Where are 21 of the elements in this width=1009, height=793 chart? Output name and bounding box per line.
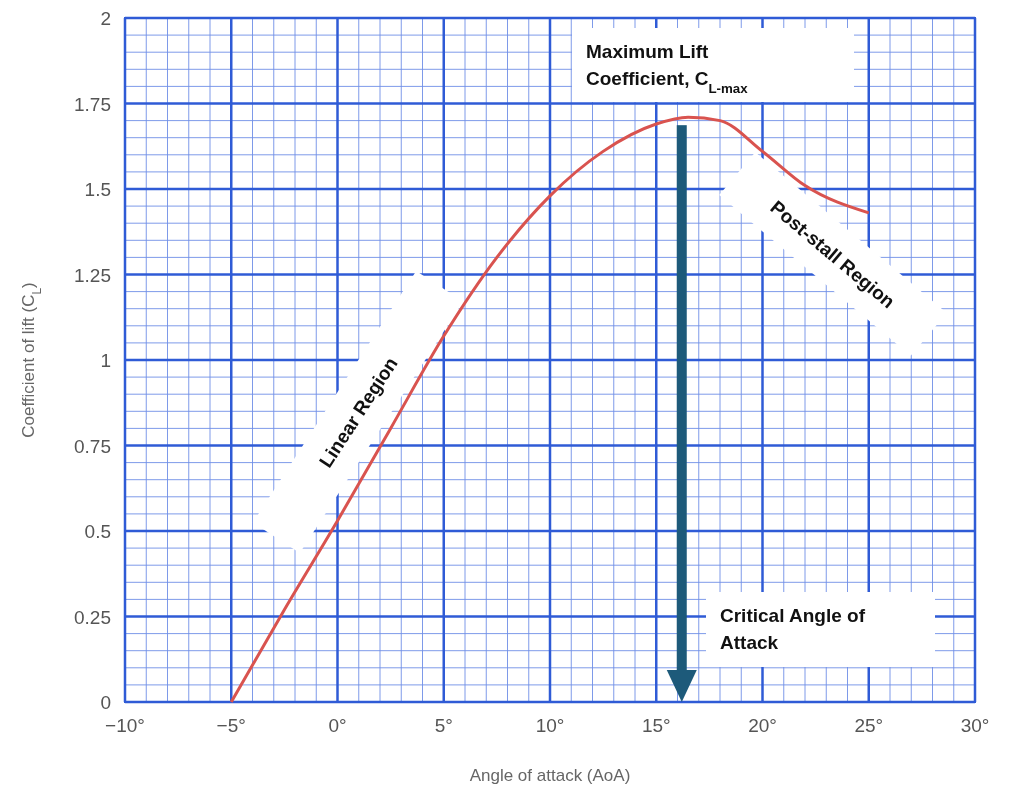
y-tick-label: 1.25 bbox=[74, 264, 111, 286]
y-tick-label: 0 bbox=[100, 692, 111, 713]
x-tick-label: −10° bbox=[105, 715, 145, 736]
x-axis-title: Angle of attack (AoA) bbox=[469, 766, 631, 785]
x-tick-label: −5° bbox=[216, 715, 246, 736]
x-tick-label: 30° bbox=[960, 715, 990, 736]
y-tick-label: 0.5 bbox=[84, 521, 111, 542]
annotation: Critical Angle of Attack bbox=[720, 605, 866, 653]
y-tick-label: 0.75 bbox=[74, 435, 111, 457]
x-tick-label: 20° bbox=[748, 715, 777, 736]
y-tick-label: 0.25 bbox=[74, 606, 111, 628]
annotation: Maximum Lift Coefficient, C$_{L-max}$ bbox=[586, 41, 749, 96]
y-tick-label: 2 bbox=[100, 8, 111, 29]
y-tick-label: 1.75 bbox=[74, 93, 111, 115]
x-tick-label: 0° bbox=[328, 715, 347, 736]
y-tick-label: 1.5 bbox=[84, 179, 111, 200]
x-tick-label: 25° bbox=[854, 715, 884, 736]
y-tick-label: 1 bbox=[100, 350, 111, 371]
x-tick-label: 10° bbox=[535, 715, 565, 736]
x-tick-label: 15° bbox=[641, 715, 671, 736]
x-tick-label: 5° bbox=[434, 715, 453, 736]
